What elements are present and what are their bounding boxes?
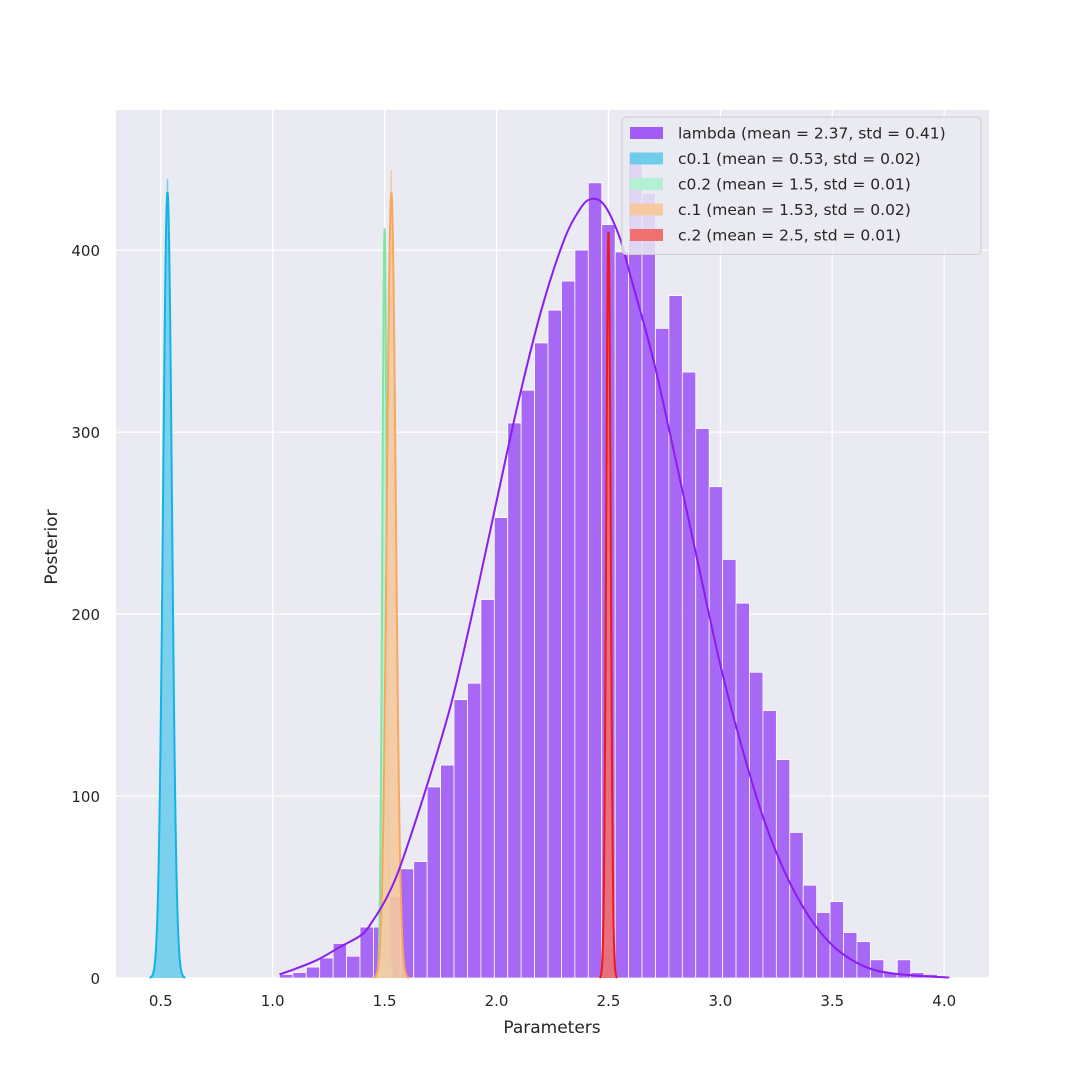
- legend-label: c.2 (mean = 2.5, std = 0.01): [678, 227, 901, 245]
- histogram-bar: [587, 182, 603, 979]
- legend-label: c.1 (mean = 1.53, std = 0.02): [678, 201, 911, 219]
- histogram-bar: [346, 955, 361, 979]
- histogram-bar: [681, 371, 697, 979]
- legend-label: lambda (mean = 2.37, std = 0.41): [678, 125, 946, 143]
- x-tick-label: 2.5: [597, 992, 621, 1010]
- c-2-peak-fill: [599, 231, 618, 979]
- legend-label: c0.2 (mean = 1.5, std = 0.01): [678, 176, 911, 194]
- y-tick-label: 0: [90, 970, 100, 988]
- y-tick-label: 400: [71, 242, 100, 260]
- y-tick-label: 200: [71, 606, 100, 624]
- histogram-bar: [829, 901, 844, 979]
- histogram-bar: [816, 912, 831, 979]
- c-2-peak-line: [599, 231, 618, 979]
- histogram-bar: [641, 193, 656, 979]
- histogram-bar: [614, 251, 630, 979]
- peak-distributions: [149, 170, 618, 979]
- legend-label: c0.1 (mean = 0.53, std = 0.02): [678, 150, 921, 168]
- lambda-kde-line: [279, 197, 949, 979]
- histogram-bar: [507, 422, 522, 979]
- histogram-bar: [856, 941, 871, 979]
- histogram-bar: [668, 295, 683, 979]
- lambda-histogram: [279, 151, 952, 979]
- histogram-bar: [722, 559, 737, 979]
- histogram-bar: [453, 699, 468, 979]
- histogram-bar: [332, 943, 347, 979]
- histogram-bar: [802, 884, 818, 979]
- x-tick-label: 2.0: [485, 992, 509, 1010]
- x-axis-label: Parameters: [503, 1018, 600, 1038]
- histogram-bar: [279, 973, 294, 979]
- y-tick-label: 300: [71, 424, 100, 442]
- histogram-bar: [305, 966, 321, 979]
- histogram-bar: [534, 342, 549, 979]
- x-tick-label: 3.0: [708, 992, 732, 1010]
- histogram-bar: [762, 710, 777, 979]
- c0-1-peak-line: [149, 191, 186, 979]
- legend: lambda (mean = 2.37, std = 0.41) c0.1 (me…: [621, 116, 982, 255]
- histogram-bar: [467, 682, 482, 979]
- histogram-bar: [695, 428, 710, 979]
- lambda-kde: [279, 197, 949, 979]
- histogram-bar: [574, 249, 589, 979]
- histogram-bar: [426, 786, 441, 979]
- histogram-bar: [655, 327, 670, 979]
- histogram-bar: [319, 957, 334, 979]
- legend-swatch: [630, 127, 663, 139]
- x-tick-label: 1.5: [373, 992, 397, 1010]
- y-axis-label: Posterior: [42, 509, 62, 584]
- c-1-peak-line: [373, 191, 410, 979]
- histogram-bar: [520, 389, 535, 979]
- legend-box: [621, 116, 982, 255]
- tick-labels: 0.5 1.0 1.5 2.0 2.5 3.0 3.5 4.0 0 100 200 300 400: [71, 242, 956, 1010]
- histogram-bar: [749, 671, 764, 979]
- x-tick-label: 0.5: [149, 992, 173, 1010]
- x-tick-label: 4.0: [932, 992, 956, 1010]
- histogram-bar: [735, 602, 750, 979]
- histogram-bar: [547, 309, 562, 979]
- histogram-bar: [480, 599, 495, 979]
- histogram-bar: [413, 861, 428, 979]
- legend-swatch: [630, 229, 663, 241]
- legend-swatch: [630, 178, 663, 190]
- histogram-bar: [493, 517, 509, 979]
- x-tick-label: 1.0: [261, 992, 285, 1010]
- histogram-bar: [708, 486, 724, 979]
- c0-1-peak-fill: [149, 191, 186, 978]
- c-1-peak-fill: [373, 191, 410, 978]
- legend-swatch: [630, 152, 663, 165]
- c0-2-peak-fill: [375, 228, 394, 978]
- histogram-bar: [440, 764, 455, 979]
- histogram-bar: [292, 972, 307, 979]
- x-tick-label: 3.5: [820, 992, 844, 1010]
- y-tick-label: 100: [71, 788, 100, 806]
- histogram-bar: [561, 280, 576, 979]
- legend-swatch: [630, 203, 663, 216]
